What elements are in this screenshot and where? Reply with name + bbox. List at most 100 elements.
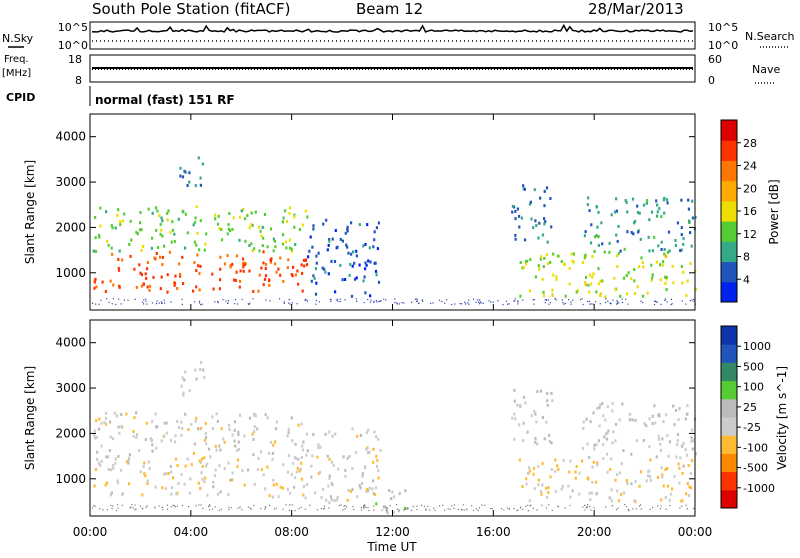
data-cell [596, 225, 599, 229]
data-cell [516, 403, 519, 407]
ground-scatter-dot [557, 506, 559, 508]
data-cell [364, 291, 367, 295]
ground-scatter-dot [554, 298, 556, 300]
data-cell [198, 288, 201, 292]
ground-scatter-dot [502, 304, 504, 306]
x-tick-label: 16:00 [476, 525, 511, 539]
data-cell [347, 488, 350, 492]
ground-scatter-dot [264, 506, 266, 508]
ground-scatter-dot [664, 299, 666, 301]
ground-scatter-dot [587, 300, 589, 303]
data-cell [160, 275, 163, 279]
data-cell [533, 188, 536, 192]
data-cell [679, 456, 682, 460]
data-cell [147, 207, 150, 211]
data-cell [538, 221, 541, 225]
data-cell [199, 368, 202, 371]
ground-scatter-dot [355, 298, 357, 300]
ground-scatter-dot [593, 507, 595, 509]
data-cell [514, 237, 517, 241]
data-cell [146, 479, 149, 483]
ground-scatter-dot [401, 302, 403, 304]
ground-scatter-dot [209, 505, 211, 507]
colorbar-tick-label: 24 [743, 160, 757, 173]
data-cell [665, 413, 668, 417]
ground-scatter-dot [288, 509, 290, 511]
data-cell [169, 230, 172, 234]
data-cell [350, 252, 353, 256]
ground-scatter-dot [389, 505, 391, 507]
freq-label-2: [MHz] [2, 68, 31, 79]
ground-scatter-dot [134, 298, 136, 300]
data-cell [684, 448, 687, 452]
data-cell [211, 427, 214, 430]
ground-scatter-dot [449, 508, 451, 510]
ground-scatter-dot [423, 505, 425, 507]
data-cell [622, 276, 626, 280]
data-cell [597, 282, 600, 286]
data-cell [109, 493, 112, 497]
ground-scatter-dot [93, 505, 95, 507]
data-cell [540, 255, 543, 259]
data-cell [128, 243, 131, 246]
x-tick-label: 20:00 [577, 525, 612, 539]
data-cell [656, 210, 659, 214]
ground-scatter-dot [363, 302, 365, 304]
ground-scatter-dot [115, 303, 117, 306]
ground-scatter-dot [638, 505, 641, 507]
data-cell [233, 439, 236, 443]
colorbar-segment [721, 120, 737, 141]
data-cell [622, 449, 625, 453]
data-cell [251, 249, 254, 253]
ground-scatter-dot [249, 507, 251, 509]
data-cell [550, 225, 553, 229]
data-cell [593, 250, 596, 253]
data-cell [287, 431, 290, 435]
data-cell [546, 240, 549, 244]
ground-scatter-dot [91, 507, 94, 509]
data-cell [261, 244, 264, 248]
data-cell [634, 480, 637, 484]
ground-scatter-dot [381, 509, 383, 511]
colorbar-tick-label: 28 [743, 137, 757, 150]
data-cell [541, 233, 545, 237]
data-cell [616, 473, 619, 477]
data-cell [262, 236, 265, 240]
data-cell [108, 449, 111, 452]
data-cell [687, 464, 690, 467]
data-cell [275, 482, 278, 486]
data-cell [633, 292, 637, 295]
data-cell [356, 434, 359, 438]
ground-scatter-dot [640, 504, 642, 506]
data-cell [188, 491, 192, 495]
ground-scatter-dot [364, 505, 366, 507]
ground-scatter-dot [627, 508, 629, 511]
data-cell [668, 440, 671, 444]
data-cell [289, 206, 292, 210]
data-cell [236, 458, 240, 462]
data-cell [634, 418, 637, 422]
data-cell [626, 292, 629, 296]
data-cell [98, 417, 101, 421]
data-cell [330, 498, 333, 502]
ground-scatter-dot [118, 298, 120, 300]
data-cell [645, 201, 648, 205]
data-cell [182, 391, 185, 395]
data-cell [618, 471, 621, 475]
data-cell [681, 281, 684, 285]
data-cell [575, 465, 578, 468]
data-cell [539, 196, 542, 200]
ground-scatter-dot [514, 300, 516, 302]
ground-scatter-dot [291, 302, 293, 304]
data-cell [593, 447, 596, 451]
data-cell [665, 277, 668, 281]
data-cell [680, 444, 684, 448]
data-cell [677, 462, 680, 466]
data-cell [519, 404, 522, 407]
ground-scatter-dot [691, 299, 693, 301]
data-cell [689, 231, 692, 235]
data-cell [264, 263, 268, 266]
data-cell [528, 466, 531, 470]
data-cell [537, 464, 540, 468]
